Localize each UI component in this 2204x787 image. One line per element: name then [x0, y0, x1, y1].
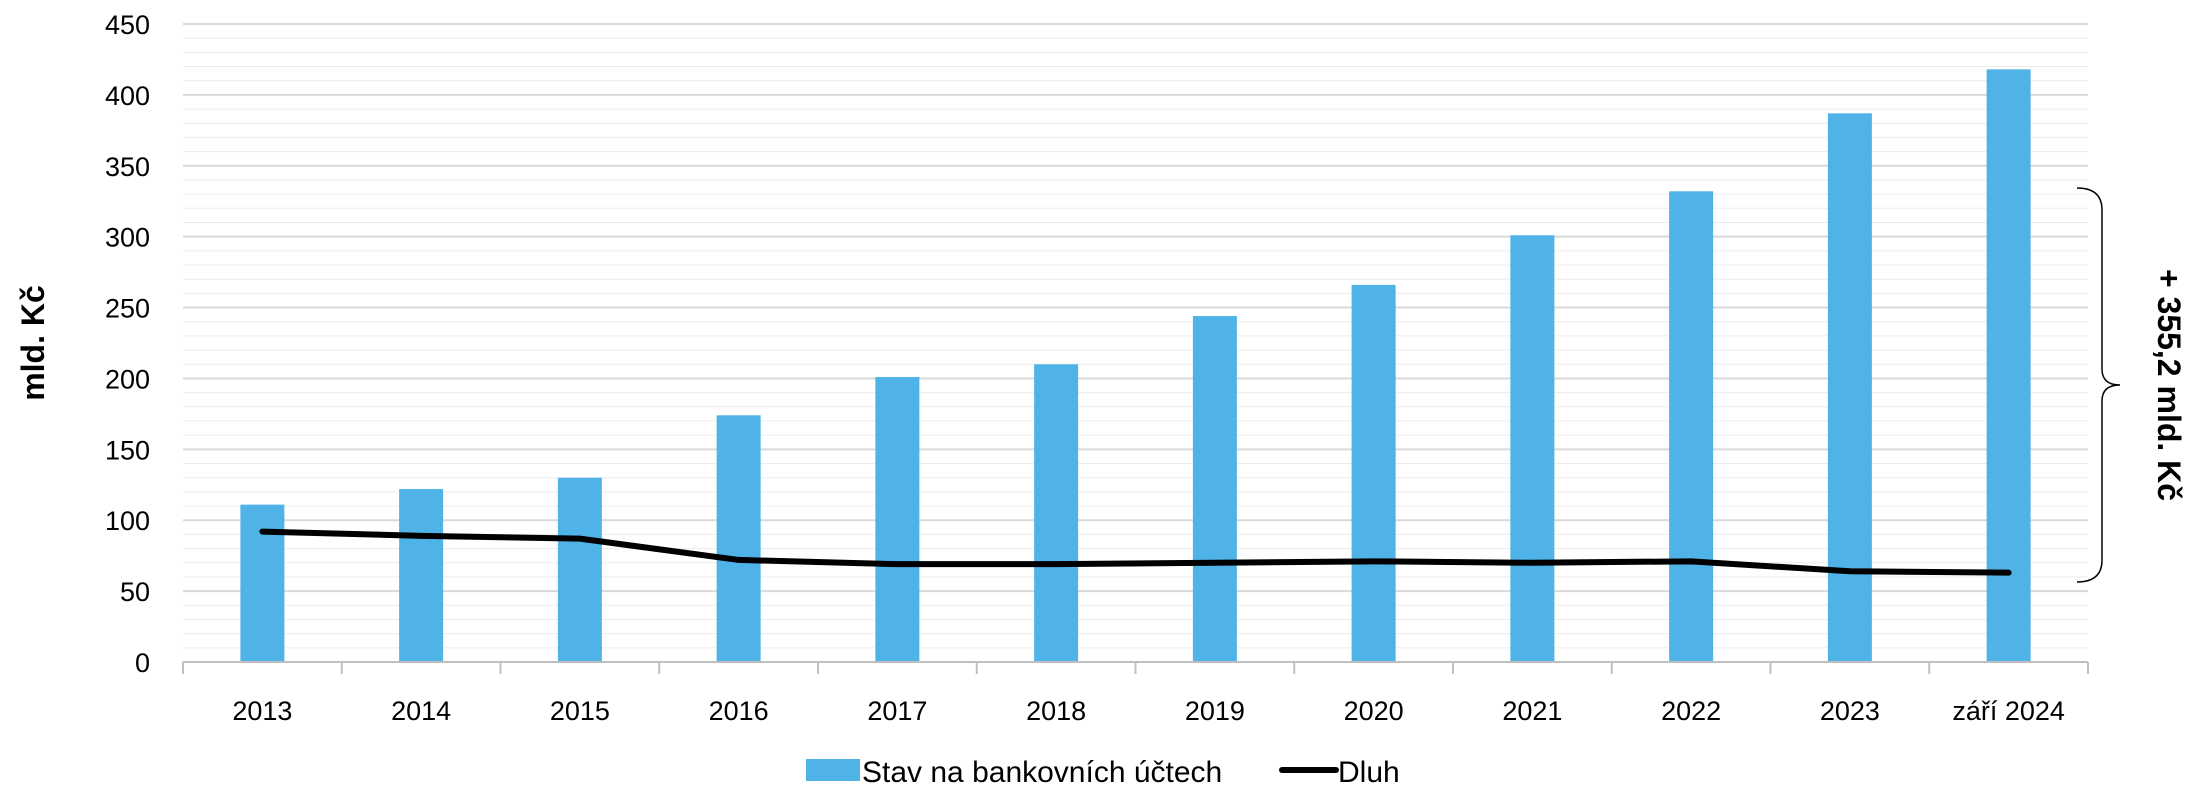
bar-stav-na-uctech — [1510, 235, 1555, 662]
x-tick-label: 2013 — [232, 696, 292, 726]
bracket-path — [2076, 187, 2121, 583]
bar-stav-na-uctech — [716, 415, 761, 662]
y-tick-label: 400 — [105, 81, 150, 111]
y-tick-label: 100 — [105, 506, 150, 536]
x-tick-label: 2016 — [709, 696, 769, 726]
x-tick-label: 2018 — [1026, 696, 1086, 726]
y-tick-label: 300 — [105, 223, 150, 253]
bar-stav-na-uctech — [875, 377, 920, 662]
y-tick-label: 150 — [105, 435, 150, 465]
bar-stav-na-uctech — [1669, 191, 1714, 662]
bar-series — [240, 69, 2031, 662]
dluh-line — [259, 528, 2012, 576]
y-tick-label: 50 — [120, 577, 150, 607]
bar-stav-na-uctech — [1827, 113, 1872, 662]
difference-annotation: + 355,2 mld. Kč — [2151, 269, 2187, 501]
bar-stav-na-uctech — [1192, 316, 1237, 662]
x-tick-label: 2015 — [550, 696, 610, 726]
x-tick-label: 2023 — [1820, 696, 1880, 726]
x-tick-label: 2021 — [1502, 696, 1562, 726]
bar-stav-na-uctech — [399, 489, 444, 662]
y-axis-ticks: 0 50 100 150 200 250 300 350 400 450 — [105, 10, 150, 678]
y-tick-label: 200 — [105, 364, 150, 394]
x-tick-label: 2022 — [1661, 696, 1721, 726]
x-tick-label: 2017 — [867, 696, 927, 726]
y-tick-label: 250 — [105, 294, 150, 324]
bar-stav-na-uctech — [557, 477, 602, 662]
bar-stav-na-uctech — [1351, 284, 1396, 662]
x-tick-label: 2020 — [1344, 696, 1404, 726]
grid — [183, 23, 2088, 649]
bar-stav-na-uctech — [1986, 69, 2031, 662]
legend-bar-label: Stav na bankovních účtech — [862, 756, 1222, 787]
difference-bracket — [2076, 187, 2121, 583]
y-tick-label: 350 — [105, 152, 150, 182]
bar-stav-na-uctech — [1034, 364, 1079, 662]
bar-stav-na-uctech — [240, 504, 285, 662]
legend-line-label: Dluh — [1338, 756, 1400, 787]
x-tick-label: 2019 — [1185, 696, 1245, 726]
y-tick-label: 0 — [135, 648, 150, 678]
legend-bar-swatch — [806, 759, 860, 781]
legend: Stav na bankovních účtech Dluh — [806, 756, 1400, 787]
y-axis-title: mld. Kč — [15, 285, 51, 401]
x-axis-ticks: 2013 2014 2015 2016 2017 2018 2019 2020 2021 2022… — [182, 662, 2089, 726]
x-tick-label: 2014 — [391, 696, 451, 726]
y-tick-label: 450 — [105, 10, 150, 40]
x-tick-label: září 2024 — [1952, 696, 2065, 726]
